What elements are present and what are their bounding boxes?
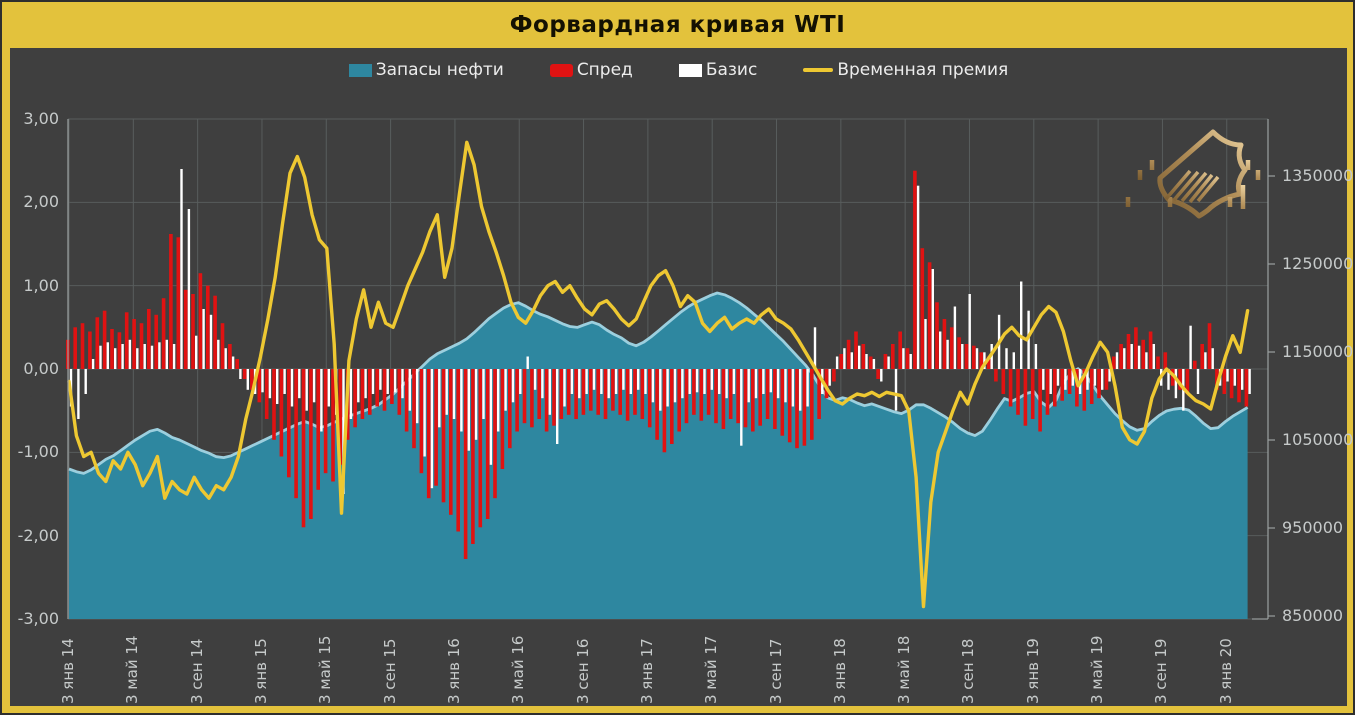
left-axis-label: -1,00 bbox=[17, 442, 59, 462]
x-tick-label: 3 янв 20 bbox=[1216, 638, 1235, 704]
x-tick-label: 3 май 14 bbox=[123, 635, 142, 704]
x-tick-label: 3 янв 16 bbox=[444, 638, 463, 704]
title-bar: Форвардная кривая WTI bbox=[2, 2, 1353, 48]
legend-label: Запасы нефти bbox=[375, 60, 504, 80]
x-tick-label: 3 сен 18 bbox=[959, 638, 978, 704]
x-tick-label: 3 сен 15 bbox=[380, 638, 399, 704]
x-tick-label: 3 янв 14 bbox=[59, 638, 77, 704]
legend-item-spread: Спред bbox=[549, 60, 633, 80]
left-axis-label: 1,00 bbox=[23, 275, 59, 295]
chart-panel bbox=[10, 48, 1347, 706]
x-tick-label: 3 май 19 bbox=[1088, 635, 1107, 704]
right-axis-label: 850000 bbox=[1282, 606, 1344, 625]
x-tick-label: 3 янв 19 bbox=[1023, 638, 1042, 704]
chart-legend: Запасы нефти Спред Базис Временная преми… bbox=[10, 60, 1347, 80]
spread-swatch-icon bbox=[549, 63, 573, 77]
page-title: Форвардная кривая WTI bbox=[509, 12, 846, 38]
x-tick-label: 3 янв 17 bbox=[637, 638, 656, 704]
left-axis-label: 3,00 bbox=[23, 109, 59, 128]
x-tick-label: 3 янв 18 bbox=[830, 638, 849, 704]
right-axis-label: 1050000 bbox=[1282, 430, 1354, 449]
x-tick-label: 3 май 15 bbox=[316, 635, 335, 704]
premium-line-swatch-icon bbox=[803, 68, 834, 72]
legend-label: Базис bbox=[705, 60, 758, 80]
legend-item-basis: Базис bbox=[678, 60, 758, 80]
right-axis-label: 1350000 bbox=[1282, 166, 1354, 185]
x-tick-label: 3 янв 15 bbox=[251, 638, 270, 704]
x-tick-label: 3 май 17 bbox=[702, 635, 721, 704]
left-axis-label: -3,00 bbox=[17, 608, 59, 628]
x-tick-label: 3 май 18 bbox=[895, 635, 914, 704]
legend-item-inventories: Запасы нефти bbox=[348, 60, 504, 80]
left-axis-label: 0,00 bbox=[23, 359, 59, 378]
left-axis-label: 2,00 bbox=[23, 192, 59, 212]
legend-item-premium: Временная премия bbox=[803, 60, 1008, 80]
x-tick-label: 3 сен 19 bbox=[1152, 638, 1171, 704]
x-tick-label: 3 сен 16 bbox=[573, 638, 592, 704]
right-axis-label: 1150000 bbox=[1282, 342, 1354, 361]
right-axis-label: 1250000 bbox=[1282, 254, 1354, 273]
inventories-swatch-icon bbox=[348, 63, 372, 77]
basis-swatch-icon bbox=[678, 63, 702, 77]
left-axis-label: -2,00 bbox=[17, 525, 59, 545]
legend-label: Временная премия bbox=[837, 60, 1009, 80]
x-tick-label: 3 сен 14 bbox=[187, 638, 206, 704]
legend-label: Спред bbox=[576, 60, 633, 80]
right-axis-label: 950000 bbox=[1282, 518, 1344, 537]
x-tick-label: 3 сен 17 bbox=[766, 638, 785, 704]
x-tick-label: 3 май 16 bbox=[509, 635, 528, 704]
